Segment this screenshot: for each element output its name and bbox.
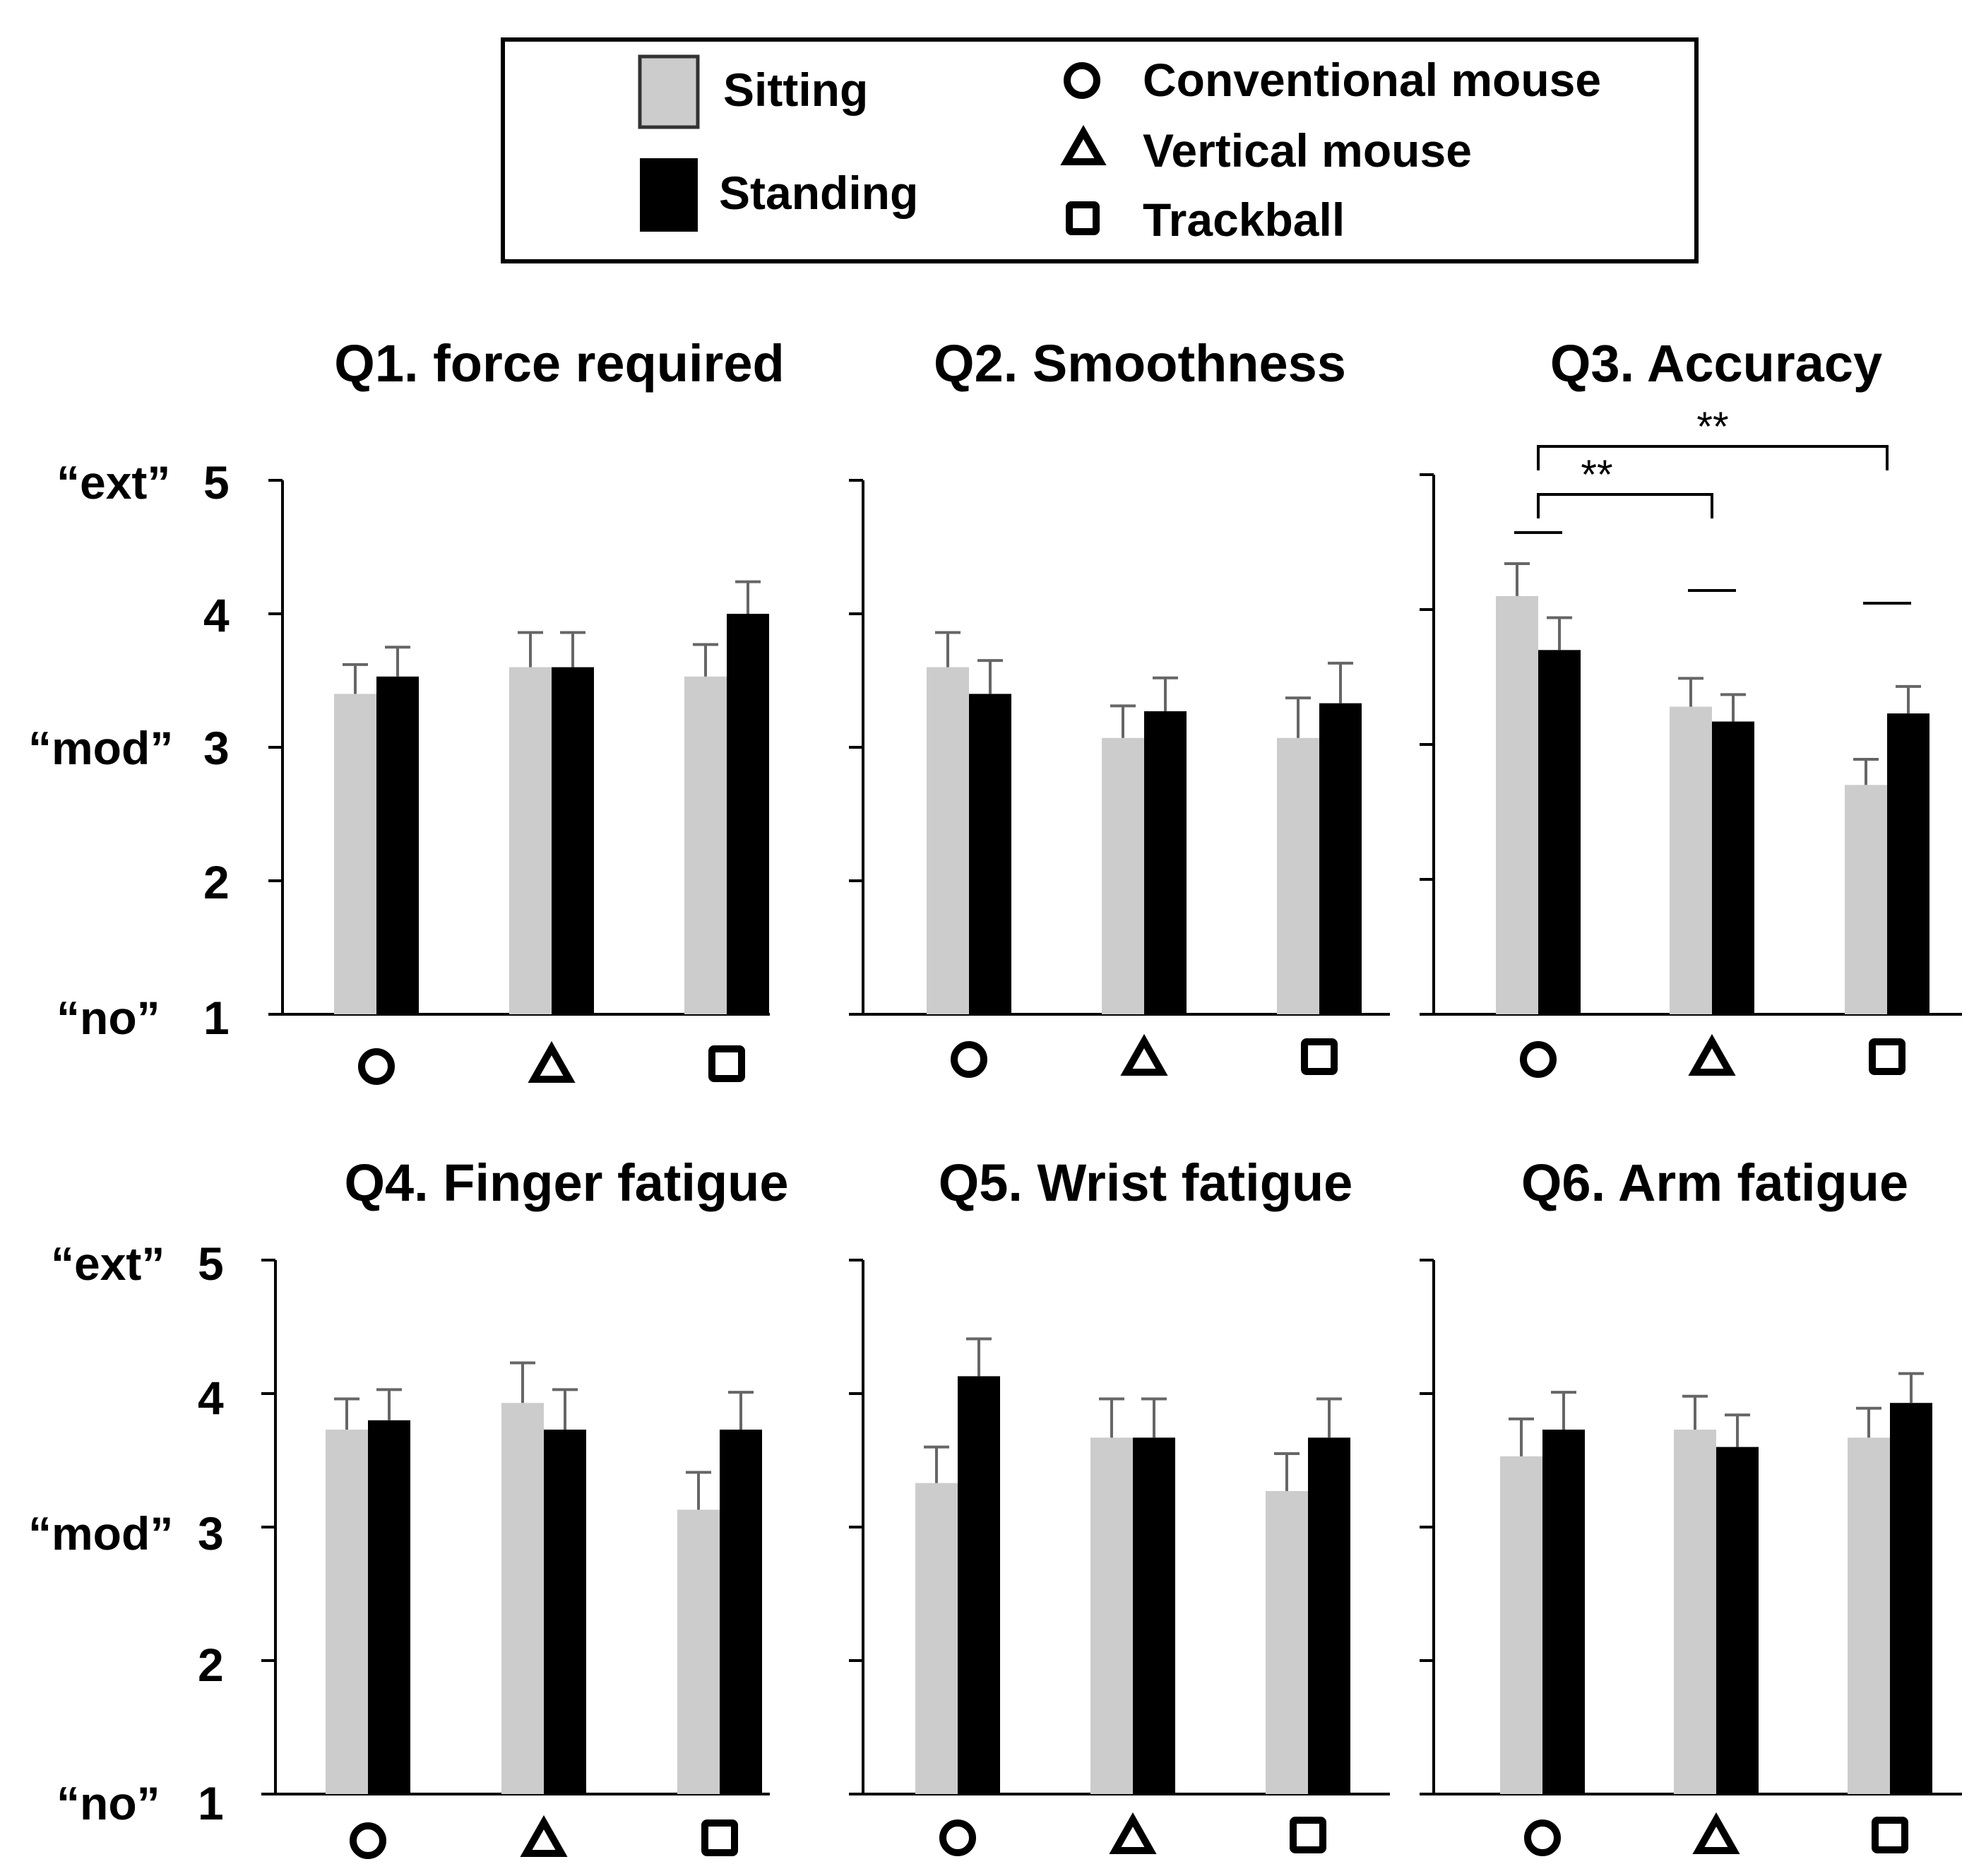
triangle-icon — [1109, 1812, 1157, 1854]
bar-sitting-2 — [677, 1509, 720, 1794]
bar-standing-2 — [727, 614, 769, 1014]
circle-icon — [1524, 1819, 1561, 1856]
y-anchor-mod-top: “mod” — [28, 722, 173, 774]
square-icon — [701, 1819, 738, 1856]
significance-label: ** — [1696, 404, 1728, 450]
bar-standing-1 — [1133, 1437, 1175, 1794]
panel-q3: Q3. Accuracy ** ** — [1420, 334, 1962, 1078]
bar-standing-2 — [1308, 1437, 1350, 1794]
y-anchor-mod-bottom: “mod” — [28, 1507, 173, 1560]
triangle-icon — [520, 1815, 568, 1857]
bar-sitting-1 — [1090, 1437, 1133, 1794]
y-tick-label: 5 — [198, 1237, 224, 1290]
bar-sitting-1 — [1674, 1430, 1716, 1794]
bar-sitting-2 — [1845, 785, 1887, 1014]
panel-title: Q1. force required — [334, 334, 784, 393]
bar-standing-1 — [552, 667, 594, 1014]
y-anchor-ext-top: “ext” — [57, 456, 170, 509]
square-icon — [1301, 1038, 1338, 1075]
y-tick-label: 1 — [203, 992, 230, 1044]
bar-standing-1 — [544, 1430, 586, 1794]
legend-label-standing: Standing — [719, 167, 918, 219]
y-tick-label: 5 — [203, 456, 230, 509]
circle-icon — [350, 1822, 386, 1859]
y-axis-labels: “ext” “mod” “no” 5 4 3 2 1 “ext” “mod” “… — [28, 456, 230, 1829]
bar-sitting-1 — [1102, 737, 1144, 1014]
circle-icon — [951, 1041, 987, 1078]
circle-icon — [358, 1048, 395, 1085]
panel-q1: Q1. force required — [268, 334, 785, 1085]
legend: Sitting Standing Conventional mouse Vert… — [501, 37, 1699, 263]
legend-label-sitting: Sitting — [723, 64, 868, 116]
panel-title: Q2. Smoothness — [934, 334, 1346, 393]
y-anchor-no-bottom: “no” — [57, 1777, 160, 1829]
bar-sitting-2 — [1848, 1437, 1890, 1794]
square-icon — [708, 1045, 745, 1082]
panel-title: Q5. Wrist fatigue — [939, 1153, 1353, 1212]
circle-icon — [1064, 62, 1100, 99]
legend-swatch-standing — [640, 158, 698, 232]
bar-standing-1 — [1144, 711, 1187, 1014]
bar-sitting-2 — [1277, 737, 1319, 1014]
panel-title: Q4. Finger fatigue — [344, 1153, 788, 1212]
y-tick-label: 4 — [203, 589, 230, 641]
square-icon — [1869, 1038, 1905, 1075]
y-anchor-ext-bottom: “ext” — [51, 1237, 165, 1290]
bar-sitting-0 — [326, 1430, 368, 1794]
triangle-icon — [528, 1040, 576, 1083]
bar-sitting-0 — [927, 667, 969, 1014]
square-icon — [1872, 1817, 1908, 1853]
triangle-icon — [1692, 1812, 1740, 1854]
square-icon — [1066, 201, 1100, 235]
bar-sitting-2 — [684, 676, 727, 1014]
bar-sitting-0 — [1496, 595, 1538, 1014]
bar-standing-0 — [969, 694, 1011, 1014]
bar-standing-0 — [1542, 1430, 1585, 1794]
bar-standing-0 — [958, 1376, 1000, 1794]
y-anchor-no-top: “no” — [57, 992, 160, 1044]
y-tick-label: 3 — [203, 722, 230, 774]
significance-label: ** — [1581, 452, 1612, 498]
legend-label-conventional-mouse: Conventional mouse — [1143, 54, 1601, 106]
bar-sitting-1 — [1670, 706, 1712, 1014]
bar-sitting-2 — [1266, 1490, 1308, 1794]
bar-standing-2 — [1887, 713, 1929, 1014]
bar-standing-0 — [1538, 650, 1581, 1014]
bar-sitting-0 — [334, 694, 376, 1014]
panel-title: Q3. Accuracy — [1550, 334, 1882, 393]
legend-swatch-sitting — [638, 54, 700, 129]
square-icon — [1290, 1817, 1326, 1853]
legend-label-vertical-mouse: Vertical mouse — [1143, 124, 1472, 177]
panel-title: Q6. Arm fatigue — [1521, 1153, 1908, 1212]
significance-bracket — [1537, 445, 1889, 470]
bar-sitting-0 — [1500, 1456, 1542, 1794]
bar-standing-2 — [1319, 703, 1362, 1014]
bar-standing-0 — [376, 676, 419, 1014]
y-tick-label: 3 — [198, 1507, 224, 1560]
bar-standing-2 — [720, 1430, 762, 1794]
bar-standing-1 — [1712, 721, 1754, 1014]
triangle-icon — [1688, 1033, 1736, 1076]
y-tick-label: 1 — [198, 1777, 224, 1829]
circle-icon — [939, 1819, 976, 1856]
triangle-icon — [1120, 1033, 1168, 1076]
panel-q4: Q4. Finger fatigue — [261, 1153, 789, 1859]
circle-icon — [1520, 1041, 1557, 1078]
triangle-icon — [1060, 124, 1107, 165]
y-tick-label: 2 — [198, 1639, 224, 1691]
panel-q5: Q5. Wrist fatigue — [849, 1153, 1390, 1856]
bar-sitting-1 — [509, 667, 552, 1014]
y-tick-label: 2 — [203, 856, 230, 908]
significance-bracket — [1537, 493, 1713, 518]
bar-standing-1 — [1716, 1447, 1759, 1794]
panel-q6: Q6. Arm fatigue — [1420, 1153, 1962, 1856]
legend-label-trackball: Trackball — [1143, 194, 1345, 246]
y-tick-label: 4 — [198, 1372, 224, 1424]
bar-sitting-0 — [915, 1483, 958, 1794]
panel-q2: Q2. Smoothness — [849, 334, 1390, 1078]
bar-standing-2 — [1890, 1403, 1932, 1794]
bar-sitting-1 — [501, 1403, 544, 1794]
bar-standing-0 — [368, 1420, 410, 1794]
